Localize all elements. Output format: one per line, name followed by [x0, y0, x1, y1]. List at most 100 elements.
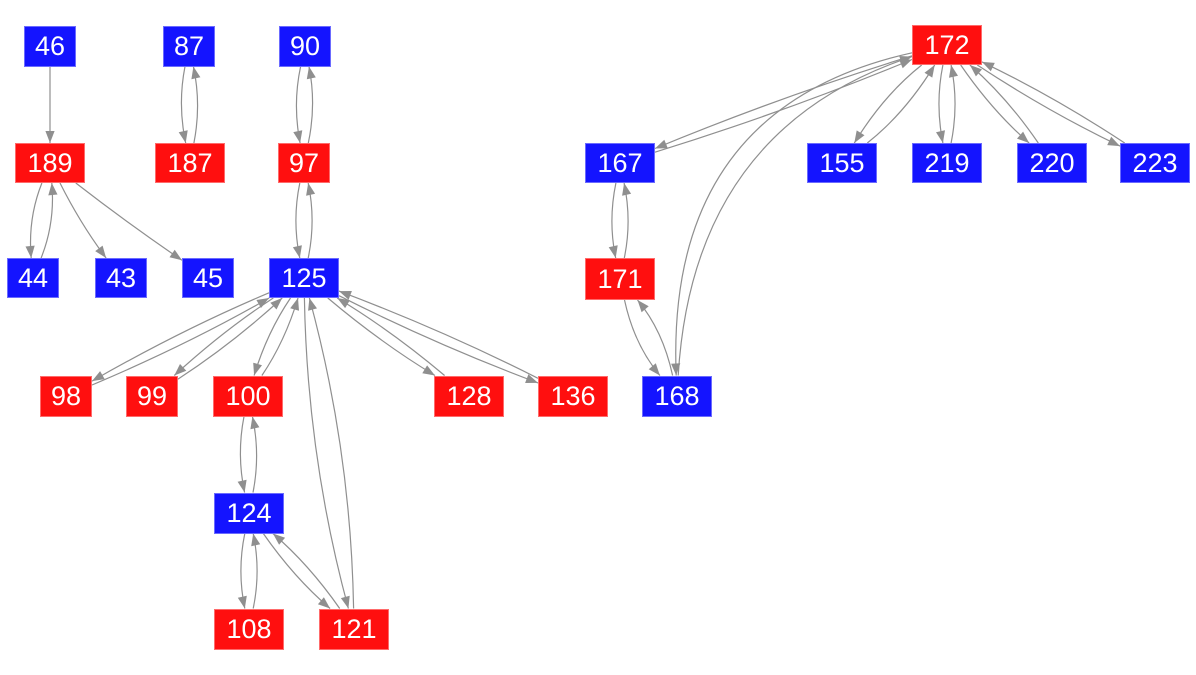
arrowhead-icon [1017, 131, 1030, 143]
arrowhead-icon [272, 533, 286, 545]
edge-155-172 [866, 64, 936, 144]
edge-220-172 [969, 64, 1039, 144]
node-label: 98 [50, 380, 82, 411]
arrowhead-icon [339, 291, 352, 300]
arrowhead-icon [622, 183, 632, 196]
node-187: 187 [155, 143, 225, 183]
edge-121-124 [272, 533, 341, 609]
edge-171-167 [622, 182, 632, 259]
node-label: 172 [924, 29, 970, 60]
edge-46-189 [45, 66, 55, 143]
arrowhead-icon [92, 371, 105, 382]
node-46: 46 [24, 25, 76, 67]
arrowhead-icon [237, 479, 247, 493]
edge-125-121 [303, 297, 350, 609]
node-44: 44 [7, 258, 59, 298]
edge-187-87 [191, 66, 201, 144]
arrowhead-icon [337, 298, 350, 309]
arrowhead-icon [608, 245, 618, 258]
node-label: 167 [597, 147, 643, 178]
node-99: 99 [126, 375, 178, 417]
node-223: 223 [1120, 143, 1190, 183]
arrowhead-icon [949, 65, 958, 78]
node-label: 121 [331, 613, 377, 644]
edge-219-172 [949, 64, 958, 144]
node-125: 125 [269, 258, 339, 298]
edge-223-172 [981, 61, 1126, 144]
node-124: 124 [214, 492, 284, 534]
node-136: 136 [538, 375, 608, 417]
edge-171-168 [623, 299, 661, 376]
node-128: 128 [434, 375, 504, 417]
node-label: 125 [281, 262, 327, 293]
node-172: 172 [912, 25, 982, 65]
arrowhead-icon [251, 533, 261, 547]
edge-189-44 [25, 182, 43, 259]
arrowhead-icon [250, 416, 260, 430]
edge-172-155 [853, 64, 923, 144]
arrowhead-icon [655, 139, 668, 149]
arrowhead-icon [637, 300, 649, 313]
arrowhead-icon [256, 298, 270, 308]
node-label: 46 [34, 30, 66, 61]
edge-189-43 [59, 182, 107, 259]
arrowhead-icon [191, 66, 201, 80]
arrowhead-icon [1107, 136, 1120, 147]
arrowhead-icon [899, 56, 912, 65]
node-220: 220 [1017, 143, 1087, 183]
node-label: 219 [924, 147, 970, 178]
arrowhead-icon [174, 364, 187, 376]
node-label: 168 [654, 380, 700, 411]
node-45: 45 [182, 258, 234, 298]
node-label: 128 [446, 380, 492, 411]
arrowhead-icon [648, 363, 660, 376]
arrowhead-icon [270, 298, 283, 310]
edge-124-121 [262, 533, 331, 609]
node-label: 87 [173, 30, 205, 61]
edge-90-97 [293, 66, 303, 144]
edge-97-90 [306, 66, 316, 144]
node-label: 90 [289, 30, 321, 61]
edge-167-171 [608, 182, 618, 259]
edge-44-189 [40, 182, 58, 259]
edge-97-125 [292, 182, 302, 259]
node-43: 43 [95, 258, 147, 298]
arrowhead-icon [969, 65, 982, 77]
arrowhead-icon [48, 183, 58, 196]
arrowhead-icon [308, 298, 317, 311]
edge-87-187 [178, 66, 188, 144]
edge-168-172 [677, 56, 913, 376]
edge-125-98 [91, 292, 270, 382]
node-98: 98 [40, 375, 92, 417]
node-label: 43 [105, 262, 137, 293]
arrowhead-icon [924, 65, 935, 78]
node-label: 171 [597, 263, 643, 294]
edge-100-124 [237, 416, 247, 493]
arrowhead-icon [306, 183, 316, 196]
node-label: 187 [167, 147, 213, 178]
edge-98-125 [91, 297, 270, 386]
node-label: 99 [136, 380, 168, 411]
edge-124-108 [237, 533, 247, 609]
node-171: 171 [585, 258, 655, 300]
edge-189-45 [75, 182, 183, 261]
arrowhead-icon [671, 363, 681, 376]
node-label: 108 [226, 613, 272, 644]
arrowhead-icon [237, 595, 247, 609]
edge-128-125 [336, 297, 445, 376]
node-label: 45 [192, 262, 224, 293]
arrowhead-icon [306, 66, 316, 80]
arrowhead-icon [25, 245, 35, 258]
arrowhead-icon [422, 365, 435, 376]
node-label: 44 [17, 262, 49, 293]
node-189: 189 [15, 143, 85, 183]
node-100: 100 [213, 375, 283, 417]
arrowhead-icon [169, 249, 182, 261]
arrowhead-icon [95, 245, 107, 258]
edge-172-219 [936, 64, 945, 144]
node-label: 155 [819, 147, 865, 178]
arrowhead-icon [178, 130, 188, 143]
arrowhead-icon [292, 245, 302, 258]
